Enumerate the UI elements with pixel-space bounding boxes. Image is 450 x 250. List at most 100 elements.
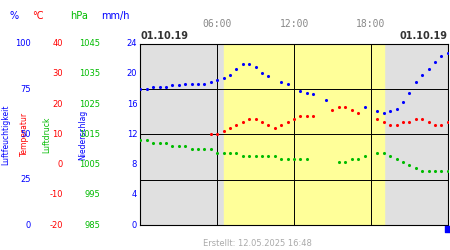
Point (226, 150, 234, 154)
Point (432, 168, 439, 172)
Point (399, 160, 406, 164)
Text: 01.10.19: 01.10.19 (400, 31, 448, 41)
Point (137, 138, 144, 142)
Point (207, 132, 215, 136)
Point (162, 142, 170, 146)
Text: 24: 24 (127, 39, 137, 48)
Point (432, 123, 439, 127)
Point (175, 84, 182, 87)
Point (412, 166, 419, 170)
Text: 1025: 1025 (79, 100, 100, 109)
Point (361, 154, 368, 158)
Text: 20: 20 (127, 70, 137, 78)
Point (239, 154, 247, 158)
Text: 20: 20 (53, 100, 63, 109)
Point (169, 144, 176, 148)
Point (149, 142, 157, 146)
Text: -10: -10 (50, 190, 63, 199)
Point (412, 117, 419, 121)
Text: 0: 0 (58, 160, 63, 169)
Text: 1045: 1045 (79, 39, 100, 48)
Point (252, 65, 259, 69)
Text: °C: °C (32, 11, 44, 21)
Point (143, 138, 150, 142)
Point (182, 144, 189, 148)
Point (188, 82, 195, 86)
Point (278, 80, 285, 84)
Point (387, 109, 394, 113)
Point (220, 76, 227, 80)
Point (406, 91, 413, 95)
Point (438, 54, 445, 58)
Point (284, 82, 291, 86)
Point (271, 154, 279, 158)
Point (335, 105, 342, 109)
Point (310, 114, 317, 118)
Point (233, 150, 240, 154)
Text: Temperatur: Temperatur (20, 112, 29, 156)
Point (188, 148, 195, 152)
Point (444, 120, 450, 124)
Text: 995: 995 (84, 190, 100, 199)
Point (297, 114, 304, 118)
Point (406, 162, 413, 166)
Point (303, 114, 310, 118)
Point (297, 156, 304, 160)
Point (387, 123, 394, 127)
Point (418, 117, 426, 121)
Point (258, 154, 265, 158)
Point (355, 111, 362, 115)
Point (246, 62, 253, 66)
Point (290, 117, 297, 121)
Point (258, 71, 265, 75)
Text: 0: 0 (25, 220, 31, 230)
Point (258, 120, 265, 124)
Point (438, 168, 445, 172)
Text: 30: 30 (52, 70, 63, 78)
Point (284, 120, 291, 124)
Point (201, 82, 208, 86)
Point (380, 150, 387, 154)
Point (278, 156, 285, 160)
Text: mm/h: mm/h (101, 11, 130, 21)
Text: 1005: 1005 (79, 160, 100, 169)
Point (335, 160, 342, 164)
Point (425, 120, 432, 124)
Point (348, 108, 356, 112)
Point (201, 148, 208, 152)
Point (412, 80, 419, 84)
Point (143, 87, 150, 91)
Point (432, 60, 439, 64)
Point (444, 226, 450, 230)
Point (207, 148, 215, 152)
Point (425, 168, 432, 172)
Point (137, 87, 144, 91)
Text: 25: 25 (20, 175, 31, 184)
Text: -20: -20 (50, 220, 63, 230)
Point (194, 148, 202, 152)
Point (374, 150, 381, 154)
Point (226, 72, 234, 76)
Text: hPa: hPa (70, 11, 88, 21)
Point (374, 109, 381, 113)
Text: 75: 75 (20, 84, 31, 94)
Text: 40: 40 (53, 39, 63, 48)
Point (399, 100, 406, 104)
Point (246, 154, 253, 158)
Point (380, 120, 387, 124)
Text: 985: 985 (84, 220, 100, 230)
Point (303, 91, 310, 95)
Point (297, 89, 304, 93)
Point (425, 67, 432, 71)
Point (438, 123, 445, 127)
Point (393, 123, 400, 127)
Point (175, 144, 182, 148)
Text: 12:00: 12:00 (279, 19, 309, 29)
Text: 0: 0 (132, 220, 137, 230)
Point (156, 85, 163, 89)
Point (342, 160, 349, 164)
Text: 01.10.19: 01.10.19 (140, 31, 189, 41)
Point (323, 98, 330, 102)
Point (271, 126, 279, 130)
Point (156, 142, 163, 146)
